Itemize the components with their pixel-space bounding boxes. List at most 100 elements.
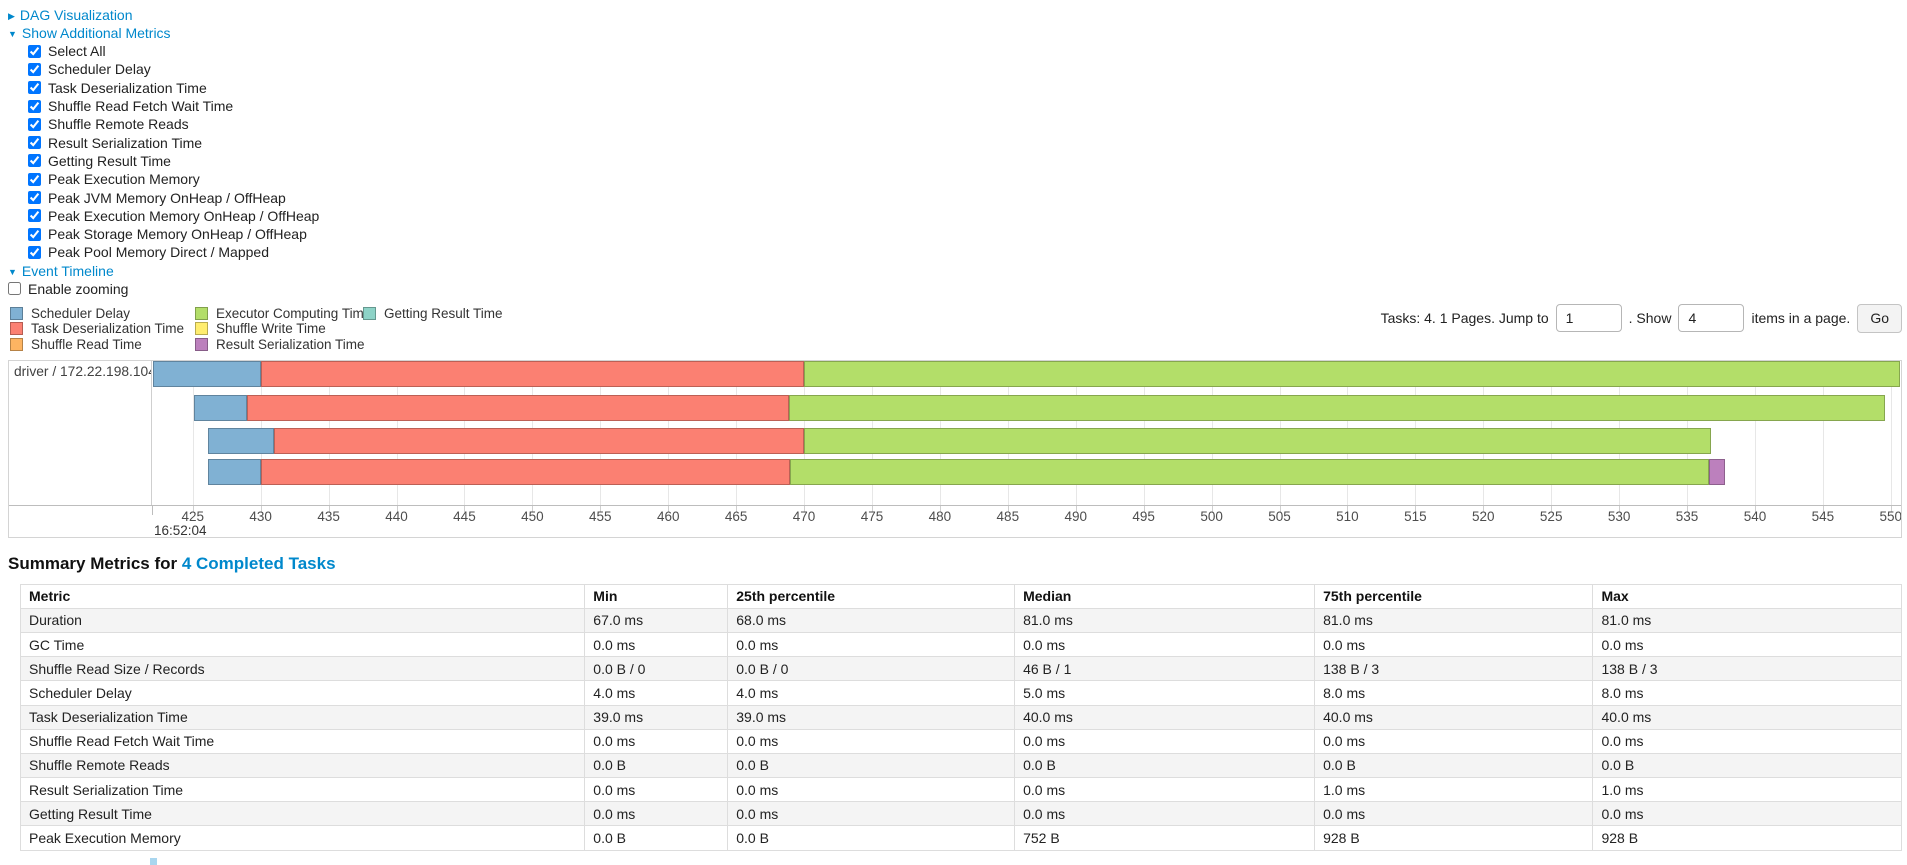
metric-value-cell: 0.0 B bbox=[727, 825, 1016, 851]
task-segment-task-deserialization[interactable] bbox=[260, 458, 791, 485]
metric-name-cell: Scheduler Delay bbox=[19, 680, 586, 706]
metric-checkbox[interactable] bbox=[28, 99, 41, 113]
table-header-row: Metric Min 25th percentile Median 75th perce… bbox=[19, 583, 1902, 609]
legend-label: Scheduler Delay bbox=[31, 305, 131, 321]
task-timeline-bar[interactable] bbox=[152, 394, 1901, 421]
legend-swatch-icon bbox=[10, 306, 23, 320]
cutoff-element-fragment bbox=[150, 858, 157, 865]
axis-tick-label: 550 bbox=[1879, 508, 1901, 524]
task-timeline-bar[interactable] bbox=[152, 360, 1901, 387]
metric-checkbox[interactable] bbox=[28, 62, 41, 76]
metric-value-cell: 0.0 B bbox=[727, 752, 1016, 779]
axis-tick-label: 480 bbox=[928, 508, 952, 524]
metric-checkbox-label: Select All bbox=[48, 43, 106, 60]
enable-zooming-checkbox[interactable] bbox=[8, 282, 21, 296]
metric-checkbox-label: Getting Result Time bbox=[48, 152, 171, 169]
table-row: Peak Execution Memory 0.0 B 0.0 B 752 B 928 … bbox=[19, 825, 1902, 851]
table-row: Getting Result Time 0.0 ms 0.0 ms 0.0 ms 0.0… bbox=[19, 801, 1902, 827]
legend-swatch-icon bbox=[195, 322, 208, 336]
items-per-page-input[interactable] bbox=[1678, 304, 1745, 333]
task-timeline-bar[interactable] bbox=[152, 427, 1901, 454]
axis-time-label: 16:52:04 bbox=[154, 522, 207, 538]
metric-value-cell: 40.0 ms bbox=[1314, 704, 1594, 730]
go-button[interactable]: Go bbox=[1857, 303, 1902, 333]
completed-tasks-link[interactable]: 4 Completed Tasks bbox=[181, 553, 336, 573]
task-segment-scheduler-delay[interactable] bbox=[153, 360, 261, 387]
metric-checkbox-label: Peak JVM Memory OnHeap / OffHeap bbox=[48, 189, 286, 206]
axis-tick bbox=[1483, 505, 1485, 512]
metric-value-cell: 39.0 ms bbox=[727, 704, 1016, 730]
event-timeline-toggle[interactable]: ▼ Event Timeline bbox=[8, 262, 114, 280]
metric-value-cell: 0.0 ms bbox=[1592, 631, 1902, 658]
column-header: Metric bbox=[19, 583, 586, 609]
metric-checkbox-item: Task Deserialization Time bbox=[28, 79, 1907, 97]
enable-zooming-row: Enable zooming bbox=[8, 280, 1907, 298]
metric-checkbox[interactable] bbox=[28, 136, 41, 150]
axis-tick-label: 535 bbox=[1675, 508, 1699, 524]
metric-checkbox[interactable] bbox=[28, 209, 41, 223]
metric-checkbox[interactable] bbox=[28, 154, 41, 168]
table-row: GC Time 0.0 ms 0.0 ms 0.0 ms 0.0 ms 0.0 ms bbox=[19, 631, 1902, 658]
metric-checkbox-item: Peak Execution Memory OnHeap / OffHeap bbox=[28, 207, 1907, 225]
axis-tick-label: 475 bbox=[860, 508, 884, 524]
items-in-page-label: items in a page. bbox=[1751, 310, 1851, 327]
legend-label: Result Serialization Time bbox=[216, 337, 365, 353]
metric-checkbox[interactable] bbox=[28, 44, 41, 58]
metric-checkbox[interactable] bbox=[28, 172, 41, 186]
metric-value-cell: 5.0 ms bbox=[1014, 680, 1316, 706]
task-segment-scheduler-delay[interactable] bbox=[207, 427, 275, 454]
task-segment-task-deserialization[interactable] bbox=[247, 394, 790, 421]
metric-name-cell: Shuffle Read Size / Records bbox=[19, 656, 586, 682]
dag-visualization-toggle[interactable]: ▶ DAG Visualization bbox=[8, 6, 133, 24]
task-segment-task-deserialization[interactable] bbox=[260, 360, 805, 387]
task-segment-scheduler-delay[interactable] bbox=[194, 394, 248, 421]
metric-checkbox[interactable] bbox=[28, 191, 41, 205]
metric-checkbox-item: Peak Pool Memory Direct / Mapped bbox=[28, 243, 1907, 261]
axis-tick-label: 435 bbox=[317, 508, 340, 524]
timeline-axis: 16:52:04 425 430 435 440 445 450 455 460 465 470 4… bbox=[9, 504, 1901, 538]
axis-tick bbox=[600, 505, 602, 512]
task-timeline-bar[interactable] bbox=[152, 458, 1901, 485]
legend-item: Shuffle Read Time bbox=[10, 337, 184, 353]
expanded-arrow-icon: ▼ bbox=[8, 266, 17, 277]
metric-name-cell: GC Time bbox=[19, 631, 586, 658]
metric-checkbox[interactable] bbox=[28, 227, 41, 241]
metric-value-cell: 0.0 ms bbox=[1314, 728, 1594, 754]
task-segment-task-deserialization[interactable] bbox=[274, 427, 805, 454]
metric-checkbox-item: Getting Result Time bbox=[28, 152, 1907, 170]
metric-value-cell: 0.0 ms bbox=[1014, 777, 1316, 803]
axis-tick-label: 445 bbox=[453, 508, 476, 524]
metric-value-cell: 0.0 ms bbox=[1314, 801, 1594, 827]
summary-metrics-table: Metric Min 25th percentile Median 75th perce… bbox=[19, 583, 1902, 851]
metric-checkbox-item: Peak Storage Memory OnHeap / OffHeap bbox=[28, 225, 1907, 243]
metric-value-cell: 138 B / 3 bbox=[1592, 656, 1902, 682]
metric-checkbox[interactable] bbox=[28, 245, 41, 259]
task-segment-executor-computing[interactable] bbox=[790, 458, 1709, 485]
task-segment-scheduler-delay[interactable] bbox=[207, 458, 261, 485]
metric-checkbox[interactable] bbox=[28, 81, 41, 95]
executor-group-label: driver / 172.22.198.104 bbox=[9, 360, 152, 505]
axis-tick-label: 455 bbox=[589, 508, 612, 524]
show-additional-metrics-toggle[interactable]: ▼ Show Additional Metrics bbox=[8, 24, 171, 42]
gridline bbox=[1890, 360, 1892, 505]
task-segment-executor-computing[interactable] bbox=[804, 427, 1712, 454]
event-timeline-chart: driver / 172.22.198.104 16:52:04 425 430 4… bbox=[8, 359, 1902, 538]
legend-label: Executor Computing Time bbox=[216, 305, 372, 321]
task-segment-result-serialization[interactable] bbox=[1708, 458, 1726, 485]
legend-item: Task Deserialization Time bbox=[10, 321, 184, 337]
axis-tick-label: 505 bbox=[1268, 508, 1291, 524]
axis-tick bbox=[396, 505, 398, 512]
axis-tick-label: 500 bbox=[1200, 508, 1223, 524]
axis-tick bbox=[871, 505, 873, 512]
axis-tick bbox=[736, 505, 738, 512]
timeline-axis-scale: 16:52:04 425 430 435 440 445 450 455 460 465 470 4… bbox=[152, 505, 1901, 538]
axis-tick bbox=[1619, 505, 1621, 512]
task-segment-executor-computing[interactable] bbox=[804, 360, 1901, 387]
axis-tick-label: 440 bbox=[385, 508, 408, 524]
jump-to-page-input[interactable] bbox=[1555, 304, 1622, 333]
axis-edge-tick bbox=[152, 505, 153, 515]
task-segment-executor-computing[interactable] bbox=[789, 394, 1886, 421]
collapsed-arrow-icon: ▶ bbox=[8, 11, 15, 21]
metric-checkbox[interactable] bbox=[28, 117, 41, 131]
